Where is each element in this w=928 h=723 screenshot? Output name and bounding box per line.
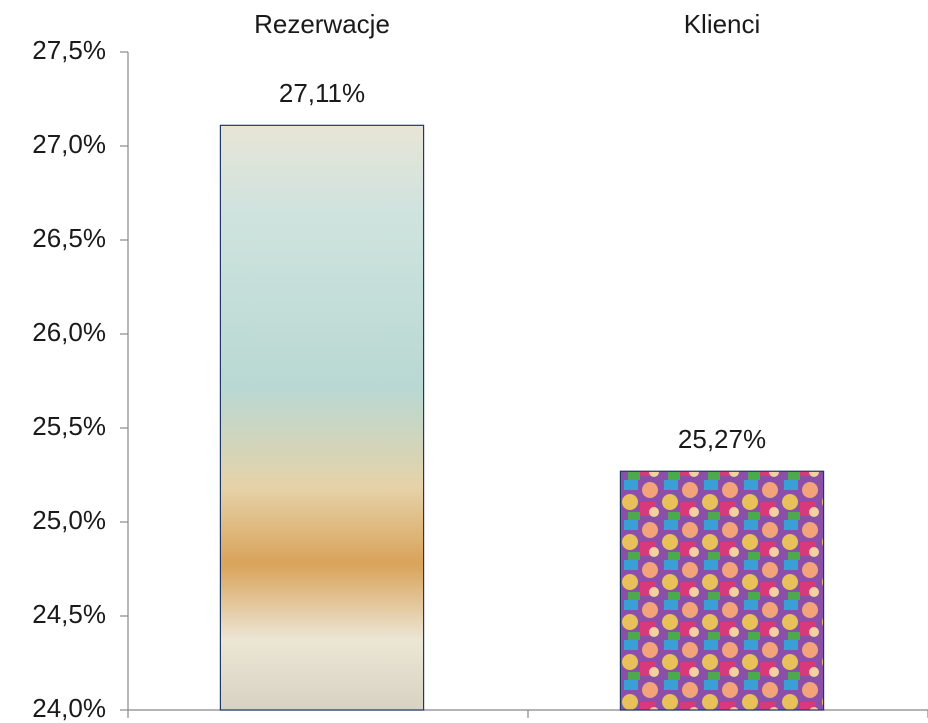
bar bbox=[219, 124, 425, 711]
category-label: Klienci bbox=[684, 9, 761, 39]
value-label: 25,27% bbox=[678, 424, 766, 454]
bar bbox=[619, 470, 825, 711]
value-label: 27,11% bbox=[279, 78, 365, 108]
y-tick-label: 25,0% bbox=[32, 505, 106, 535]
y-tick-label: 24,0% bbox=[32, 693, 106, 723]
y-tick-label: 26,5% bbox=[32, 223, 106, 253]
category-label: Rezerwacje bbox=[254, 9, 390, 39]
y-tick-label: 24,5% bbox=[32, 599, 106, 629]
y-tick-label: 26,0% bbox=[32, 317, 106, 347]
y-tick-label: 27,0% bbox=[32, 129, 106, 159]
y-tick-label: 25,5% bbox=[32, 411, 106, 441]
y-tick-label: 27,5% bbox=[32, 35, 106, 65]
